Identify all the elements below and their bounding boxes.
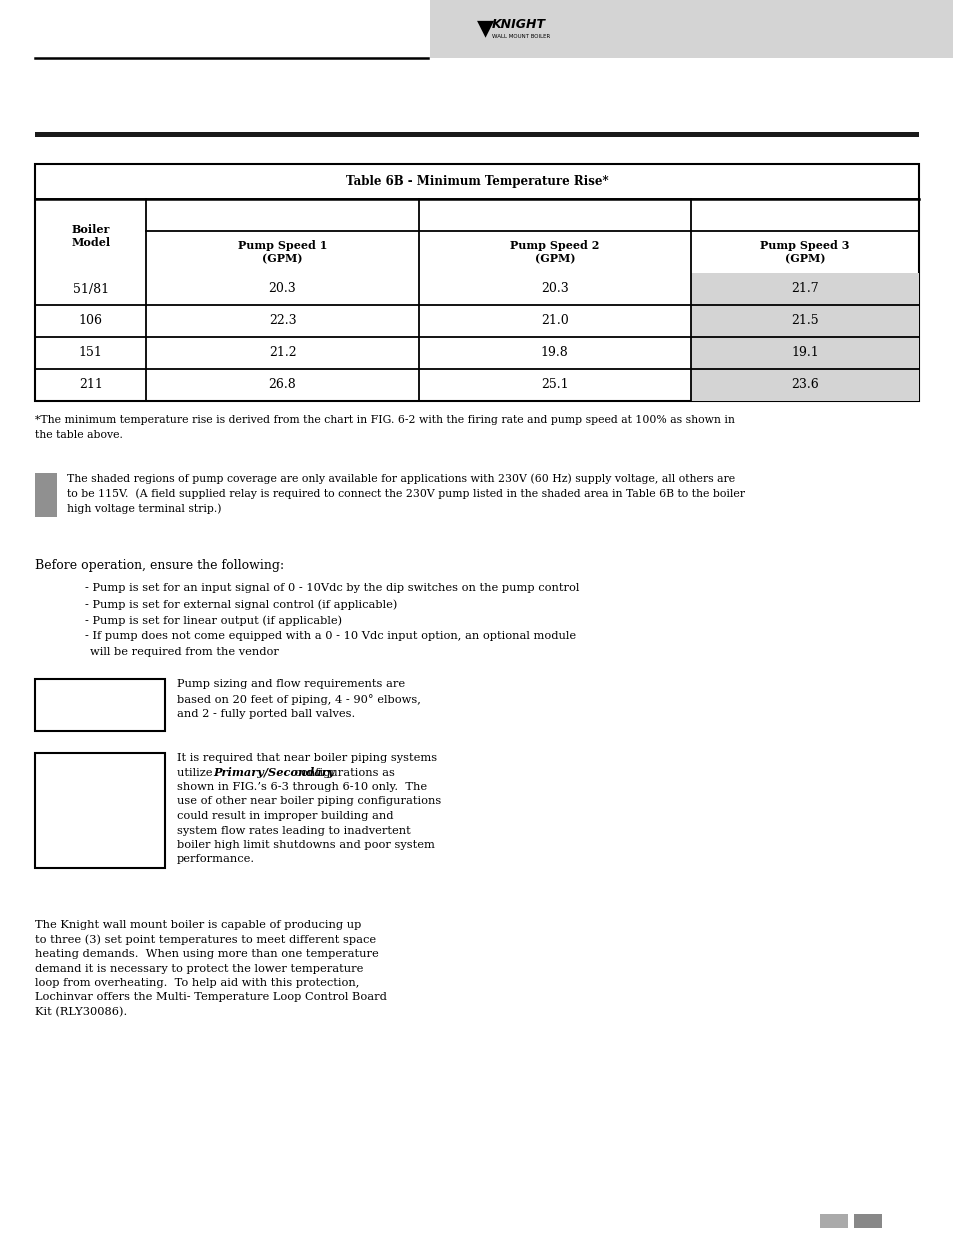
Text: Boiler
Model: Boiler Model xyxy=(71,224,111,248)
Text: the table above.: the table above. xyxy=(35,430,123,440)
Bar xyxy=(690,337,918,369)
Text: demand it is necessary to protect the lower temperature: demand it is necessary to protect the lo… xyxy=(35,963,363,973)
Text: 19.1: 19.1 xyxy=(790,347,818,359)
Bar xyxy=(35,132,918,137)
Bar xyxy=(820,1214,847,1228)
Bar xyxy=(35,164,918,401)
Text: ▼: ▼ xyxy=(476,19,494,38)
Bar xyxy=(853,1214,882,1228)
Text: boiler high limit shutdowns and poor system: boiler high limit shutdowns and poor sys… xyxy=(177,840,435,850)
Text: Pump Speed 2
(GPM): Pump Speed 2 (GPM) xyxy=(510,240,598,264)
Text: 21.7: 21.7 xyxy=(790,283,818,295)
Text: utilize: utilize xyxy=(177,767,216,778)
Text: and 2 - fully ported ball valves.: and 2 - fully ported ball valves. xyxy=(177,709,355,719)
Bar xyxy=(430,0,953,58)
Text: heating demands.  When using more than one temperature: heating demands. When using more than on… xyxy=(35,948,378,960)
Text: 25.1: 25.1 xyxy=(540,378,568,391)
Bar xyxy=(690,305,918,337)
Text: Pump Speed 3
(GPM): Pump Speed 3 (GPM) xyxy=(760,240,849,264)
Text: to be 115V.  (A field supplied relay is required to connect the 230V pump listed: to be 115V. (A field supplied relay is r… xyxy=(67,488,744,499)
Text: 211: 211 xyxy=(79,378,103,391)
Text: shown in FIG.’s 6-3 through 6-10 only.  The: shown in FIG.’s 6-3 through 6-10 only. T… xyxy=(177,782,427,792)
Text: 19.8: 19.8 xyxy=(540,347,568,359)
Text: use of other near boiler piping configurations: use of other near boiler piping configur… xyxy=(177,797,441,806)
Text: Pump Speed 1
(GPM): Pump Speed 1 (GPM) xyxy=(237,240,327,264)
Text: 23.6: 23.6 xyxy=(790,378,818,391)
Text: 20.3: 20.3 xyxy=(269,283,296,295)
Text: 106: 106 xyxy=(78,315,103,327)
Text: could result in improper building and: could result in improper building and xyxy=(177,811,393,821)
Bar xyxy=(35,473,57,517)
Text: Primary/Secondary: Primary/Secondary xyxy=(213,767,335,778)
Text: KNIGHT: KNIGHT xyxy=(492,17,545,31)
Text: - Pump is set for external signal control (if applicable): - Pump is set for external signal contro… xyxy=(85,599,397,610)
Text: - Pump is set for an input signal of 0 - 10Vdc by the dip switches on the pump c: - Pump is set for an input signal of 0 -… xyxy=(85,583,578,593)
Text: *The minimum temperature rise is derived from the chart in FIG. 6-2 with the fir: *The minimum temperature rise is derived… xyxy=(35,415,734,425)
Text: 21.2: 21.2 xyxy=(269,347,296,359)
Bar xyxy=(690,273,918,305)
Text: 22.3: 22.3 xyxy=(269,315,296,327)
Text: 21.0: 21.0 xyxy=(540,315,568,327)
Text: The Knight wall mount boiler is capable of producing up: The Knight wall mount boiler is capable … xyxy=(35,920,361,930)
Text: 51/81: 51/81 xyxy=(72,283,109,295)
Text: 21.5: 21.5 xyxy=(790,315,818,327)
Text: configurations as: configurations as xyxy=(291,767,395,778)
Text: The shaded regions of pump coverage are only available for applications with 230: The shaded regions of pump coverage are … xyxy=(67,473,735,484)
Text: 26.8: 26.8 xyxy=(269,378,296,391)
Text: high voltage terminal strip.): high voltage terminal strip.) xyxy=(67,503,221,514)
Text: Lochinvar offers the Multi- Temperature Loop Control Board: Lochinvar offers the Multi- Temperature … xyxy=(35,993,387,1003)
Text: Kit (RLY30086).: Kit (RLY30086). xyxy=(35,1007,127,1018)
Text: to three (3) set point temperatures to meet different space: to three (3) set point temperatures to m… xyxy=(35,935,375,945)
Text: system flow rates leading to inadvertent: system flow rates leading to inadvertent xyxy=(177,825,411,836)
Text: loop from overheating.  To help aid with this protection,: loop from overheating. To help aid with … xyxy=(35,978,359,988)
Text: performance.: performance. xyxy=(177,855,254,864)
Text: - If pump does not come equipped with a 0 - 10 Vdc input option, an optional mod: - If pump does not come equipped with a … xyxy=(85,631,576,641)
Text: It is required that near boiler piping systems: It is required that near boiler piping s… xyxy=(177,753,436,763)
Text: Table 6B - Minimum Temperature Rise*: Table 6B - Minimum Temperature Rise* xyxy=(345,175,608,188)
Text: Pump sizing and flow requirements are: Pump sizing and flow requirements are xyxy=(177,679,405,689)
Text: based on 20 feet of piping, 4 - 90° elbows,: based on 20 feet of piping, 4 - 90° elbo… xyxy=(177,694,420,705)
Text: - Pump is set for linear output (if applicable): - Pump is set for linear output (if appl… xyxy=(85,615,342,626)
Text: WALL MOUNT BOILER: WALL MOUNT BOILER xyxy=(492,33,550,38)
Text: will be required from the vendor: will be required from the vendor xyxy=(90,647,278,657)
Text: Before operation, ensure the following:: Before operation, ensure the following: xyxy=(35,559,284,572)
Text: 151: 151 xyxy=(79,347,103,359)
Bar xyxy=(35,753,165,868)
Text: 20.3: 20.3 xyxy=(540,283,568,295)
Bar xyxy=(35,679,165,731)
Bar xyxy=(690,369,918,401)
